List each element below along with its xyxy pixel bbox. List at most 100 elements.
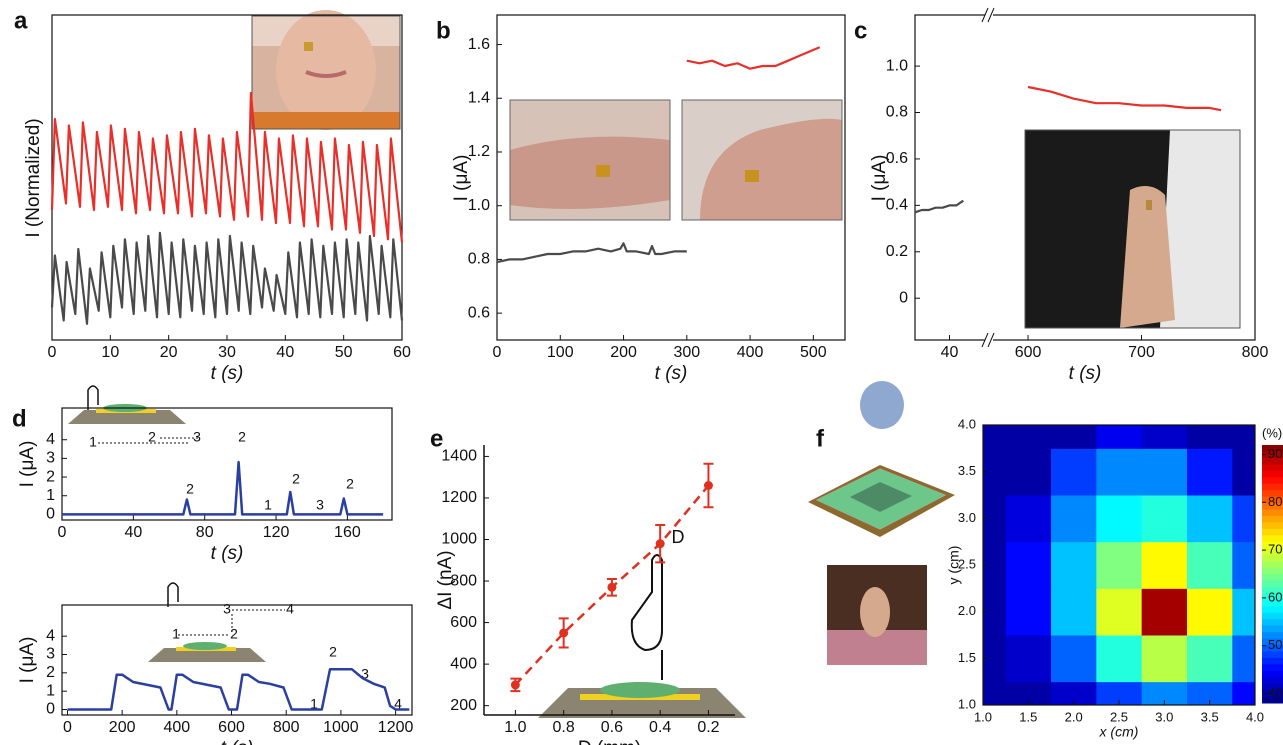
colorbar-tick-label: 90	[1268, 446, 1282, 461]
x-tick-label: 400	[163, 719, 190, 736]
colorbar-tick-label: 70	[1268, 542, 1282, 557]
heat-cell	[1006, 542, 1052, 589]
colorbar-segment	[1262, 619, 1283, 626]
x-tick-label: 2.0	[1065, 709, 1083, 724]
x-tick-label: 1.5	[1019, 709, 1037, 724]
x-tick-label: 0.2	[697, 719, 719, 736]
data-line	[1028, 87, 1221, 110]
colorbar-segment	[1262, 522, 1283, 529]
y-tick-label: 1.0	[886, 57, 908, 74]
panel-letter: f	[816, 425, 825, 452]
x-tick-label: 1.0	[504, 719, 526, 736]
y-tick-label: 0	[899, 289, 908, 306]
x-tick-label: 10	[101, 344, 119, 361]
x-tick-label: 0	[58, 524, 67, 541]
x-tick-label: 0.6	[601, 719, 623, 736]
heat-cell	[1142, 448, 1188, 495]
x-tick-label: 1.0	[974, 709, 992, 724]
x-tick-label: 0	[48, 344, 57, 361]
colorbar-segment	[1262, 568, 1283, 575]
y-tick-label: 1.5	[958, 650, 976, 665]
annotation: 3	[223, 601, 231, 617]
x-axis-label: x (cm)	[1099, 724, 1139, 740]
x-tick-label: 40	[276, 344, 294, 361]
heat-cell	[1096, 588, 1142, 635]
data-point	[511, 680, 520, 689]
panel-letter: a	[14, 7, 28, 34]
x-tick-label: 800	[273, 719, 300, 736]
annotation: 4	[286, 601, 294, 617]
heat-cell	[1051, 542, 1097, 589]
y-axis-label: y (cm)	[946, 546, 962, 585]
heat-cell	[1006, 588, 1052, 635]
x-tick-label: 50	[335, 344, 353, 361]
data-line	[497, 243, 687, 262]
arm-photo	[1025, 130, 1240, 328]
x-tick-label: 500	[800, 344, 827, 361]
y-tick-label: 0.6	[468, 304, 490, 321]
heat-cell	[1096, 495, 1142, 542]
x-tick-label: 0.8	[553, 719, 575, 736]
figure: a0102030405060t (s)I (Normalized)b010020…	[0, 0, 1283, 745]
device-sketch	[808, 381, 955, 665]
heat-cell	[1051, 588, 1097, 635]
x-tick-label: 0.4	[649, 719, 671, 736]
y-tick-label: 1.0	[958, 696, 976, 711]
y-tick-label: 1400	[441, 448, 477, 465]
colorbar-segment	[1262, 464, 1283, 471]
data-point	[607, 583, 616, 592]
colorbar-tick-label: 40	[1268, 685, 1282, 700]
colorbar-segment	[1262, 529, 1283, 536]
x-axis-label: D (mm)	[578, 738, 641, 745]
x-tick-label: 40	[941, 344, 959, 361]
y-tick-label: 2	[46, 664, 55, 681]
y-axis-label: I (μA)	[869, 155, 890, 202]
heat-cell	[1006, 495, 1052, 542]
y-axis-label: I (μA)	[451, 155, 472, 202]
data-point	[656, 539, 665, 548]
x-tick-label: 1000	[323, 719, 359, 736]
y-tick-label: 4	[46, 431, 55, 448]
y-tick-label: 600	[450, 614, 477, 631]
data-line	[915, 201, 963, 213]
heat-cell	[1096, 448, 1142, 495]
panel-letter: c	[854, 17, 867, 44]
heat-cell	[1187, 448, 1233, 495]
y-tick-label: 1	[46, 682, 55, 699]
annotation: 2	[292, 471, 300, 487]
heat-cell	[1006, 448, 1052, 495]
x-tick-label: 400	[737, 344, 764, 361]
data-point	[704, 481, 713, 490]
device-sketch	[538, 555, 746, 718]
annotation: 1	[264, 497, 272, 513]
data-point	[559, 628, 568, 637]
x-tick-label: 30	[218, 344, 236, 361]
heat-cell	[1187, 495, 1233, 542]
colorbar-segment	[1262, 580, 1283, 587]
y-tick-label: 1.4	[468, 89, 490, 106]
data-line	[687, 47, 820, 68]
heat-cell	[1142, 542, 1188, 589]
panel-letter: b	[436, 17, 451, 44]
x-tick-label: 300	[673, 344, 700, 361]
x-tick-label: 200	[610, 344, 637, 361]
y-tick-label: 2	[46, 468, 55, 485]
heatmap	[960, 402, 1278, 729]
data-line	[62, 462, 383, 514]
x-axis-label: t (s)	[655, 363, 688, 384]
face-photo	[252, 10, 400, 130]
heat-cell	[1142, 635, 1188, 682]
colorbar-segment	[1262, 613, 1283, 620]
y-tick-label: 0	[46, 701, 55, 718]
heat-cell	[1142, 495, 1188, 542]
heat-cell	[1096, 635, 1142, 682]
y-tick-label: 1	[46, 487, 55, 504]
x-tick-label: 120	[263, 524, 290, 541]
annotation: 1	[89, 434, 97, 450]
colorbar-tick-label: 80	[1268, 494, 1282, 509]
x-tick-label: 100	[547, 344, 574, 361]
annotation: 1	[172, 626, 180, 642]
x-tick-label: 800	[1242, 344, 1269, 361]
heat-cell	[1142, 588, 1188, 635]
data-line	[68, 669, 410, 709]
